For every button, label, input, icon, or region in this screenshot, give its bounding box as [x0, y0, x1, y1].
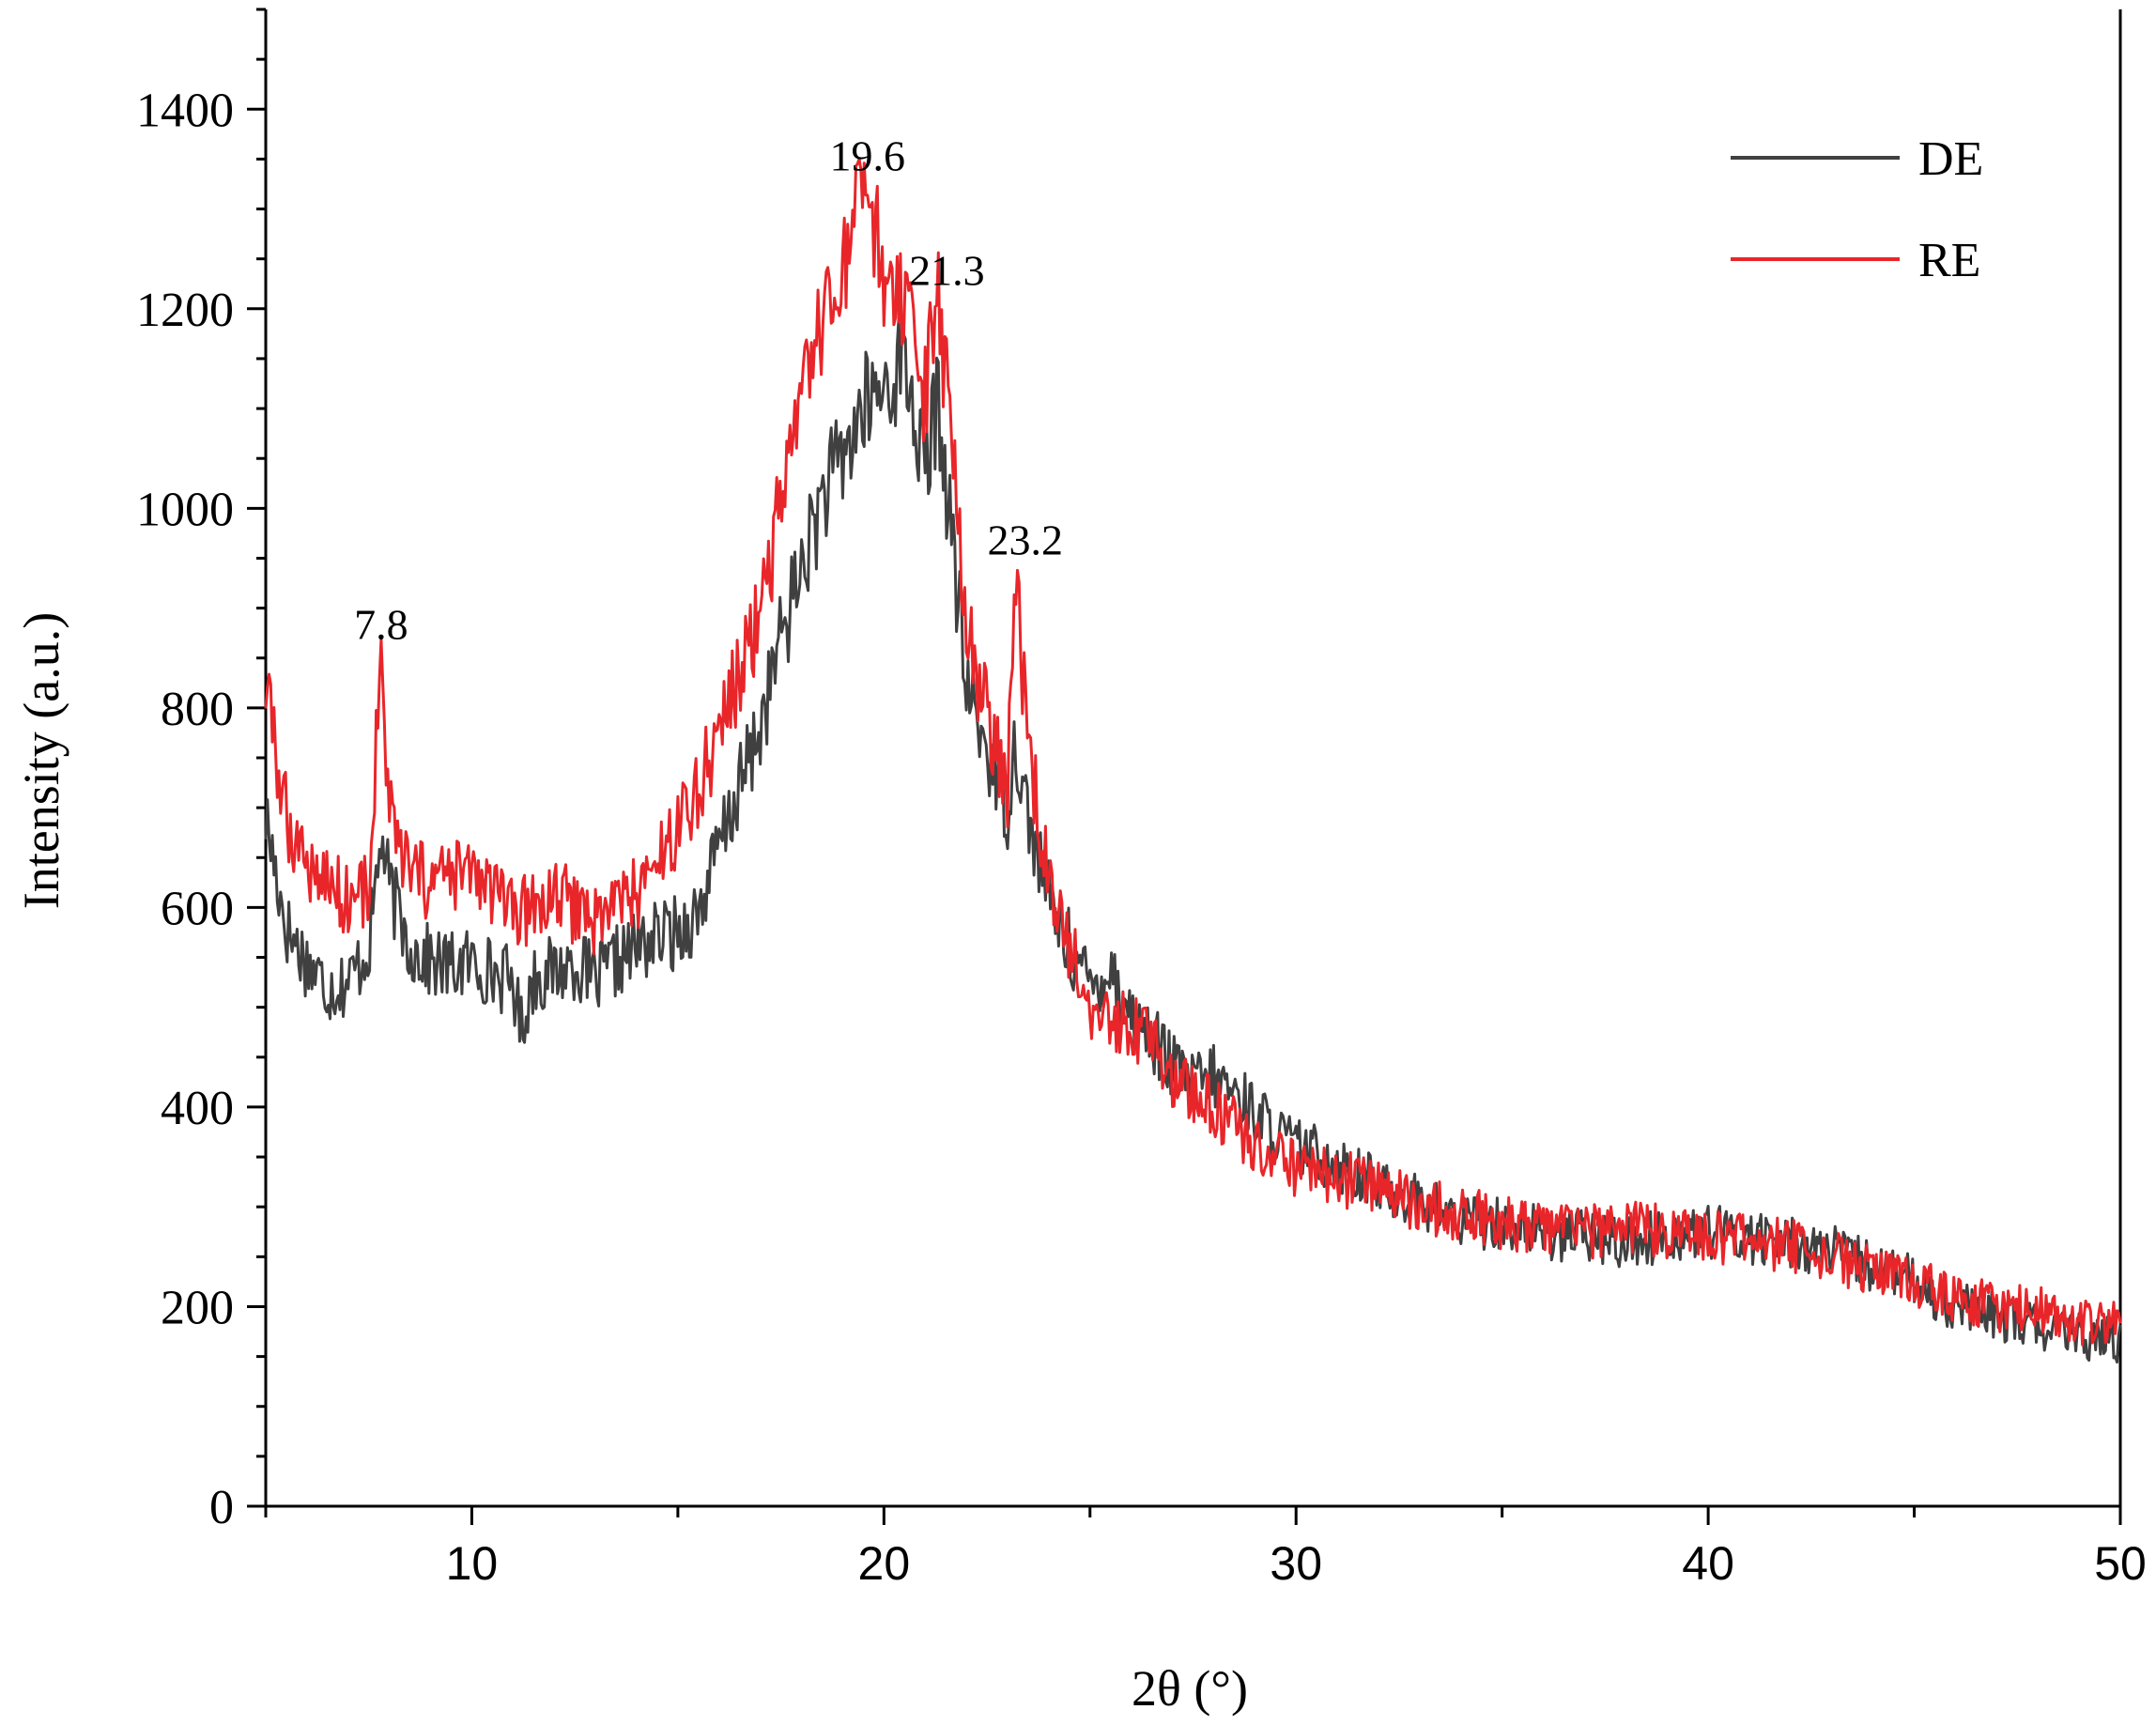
x-tick-label: 30 [1270, 1537, 1322, 1590]
legend: DE RE [1731, 132, 1983, 287]
x-tick-label: 40 [1682, 1537, 1734, 1590]
x-axis: 10 20 30 40 50 [264, 1506, 2147, 1590]
y-axis: 0 200 400 600 800 1000 1200 1400 [136, 8, 266, 1534]
peak-annotations: 7.8 19.6 21.3 23.2 [354, 131, 1063, 648]
y-tick-label: 800 [161, 683, 234, 736]
peak-label: 21.3 [909, 246, 985, 294]
legend-label-re: RE [1918, 234, 1980, 287]
peak-label: 23.2 [988, 516, 1064, 563]
y-tick-label: 600 [161, 882, 234, 935]
y-tick-label: 1400 [136, 84, 234, 137]
y-tick-label: 0 [209, 1481, 234, 1534]
y-axis-title: Intensity (a.u.) [13, 612, 69, 909]
peak-label: 7.8 [354, 601, 408, 649]
series-line-de [264, 316, 2122, 1364]
y-tick-label: 1000 [136, 483, 234, 536]
peak-label: 19.6 [830, 131, 906, 179]
legend-label-de: DE [1918, 132, 1983, 186]
series-line-re [264, 157, 2122, 1347]
series-lines [264, 157, 2122, 1364]
x-tick-label: 10 [446, 1537, 499, 1590]
x-axis-title: 2θ (°) [1132, 1660, 1248, 1717]
y-tick-label: 1200 [136, 284, 234, 337]
y-tick-label: 400 [161, 1082, 234, 1135]
y-tick-label: 200 [161, 1281, 234, 1334]
x-tick-label: 20 [858, 1537, 911, 1590]
x-tick-label: 50 [2094, 1537, 2147, 1590]
